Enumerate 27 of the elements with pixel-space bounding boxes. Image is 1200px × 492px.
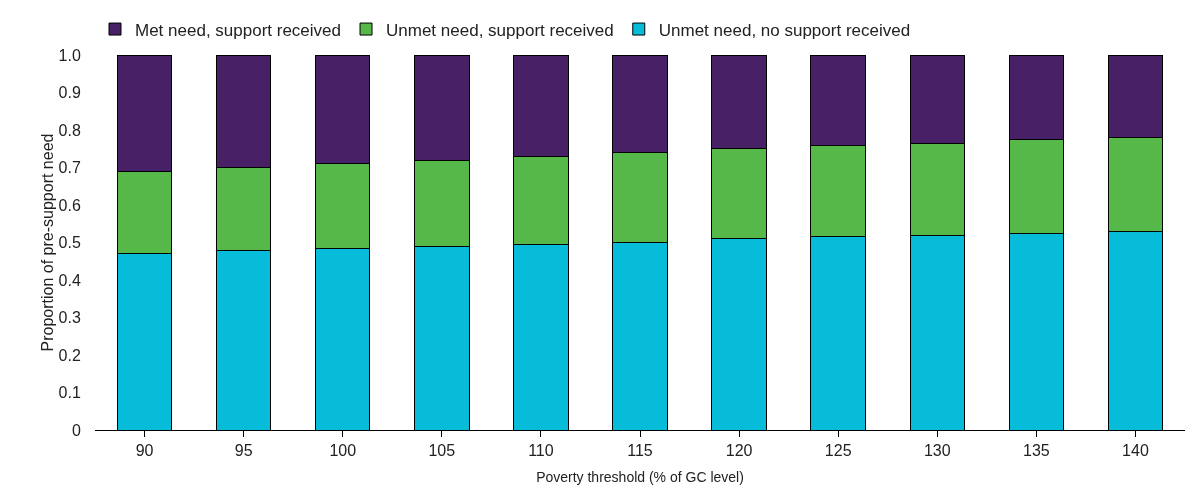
x-tick-label: 140	[1122, 442, 1149, 460]
legend-label: Unmet need, support received	[386, 20, 614, 40]
y-tick-label: 0	[71, 421, 81, 439]
x-tick-label: 90	[135, 442, 154, 460]
x-tick-label: 115	[627, 442, 653, 460]
x-tick-label: 120	[725, 442, 753, 460]
y-tick-label: 0.8	[58, 121, 81, 139]
x-tick-label: 100	[329, 442, 357, 460]
legend-label: Met need, support received	[135, 20, 342, 40]
x-tick-label: 110	[528, 442, 554, 460]
y-tick-label: 0.9	[58, 84, 81, 102]
y-axis-title: Proportion of pre-support need	[39, 133, 56, 352]
y-tick-label: 0.7	[58, 159, 81, 177]
x-tick-label: 135	[1023, 442, 1050, 460]
y-tick-label: 0.4	[58, 271, 81, 289]
x-tick-label: 95	[234, 442, 253, 460]
y-tick-label: 0.1	[58, 384, 81, 402]
x-axis-title: Poverty threshold (% of GC level)	[536, 469, 744, 485]
x-tick-label: 130	[923, 442, 951, 460]
y-tick-label: 0.3	[58, 309, 81, 327]
x-tick-label: 125	[824, 442, 852, 460]
y-tick-label: 0.5	[58, 234, 81, 252]
legend-label: Unmet need, no support received	[658, 20, 911, 40]
y-tick-label: 0.6	[58, 196, 81, 214]
y-tick-label: 1.0	[58, 46, 81, 64]
y-tick-label: 0.2	[58, 346, 81, 364]
x-tick-label: 105	[428, 442, 456, 460]
